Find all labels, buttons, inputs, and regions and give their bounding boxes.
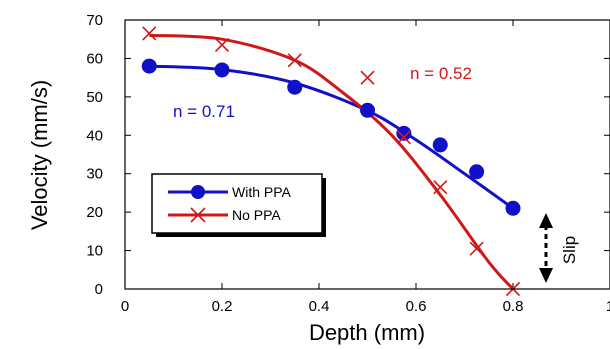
- data-point-no-ppa: [469, 241, 484, 256]
- data-point-no-ppa: [396, 130, 411, 145]
- x-tick-label: 0.6: [406, 298, 427, 315]
- data-point-with-ppa: [505, 200, 521, 216]
- x-tick-label: 0.4: [309, 298, 330, 315]
- y-tick-label: 10: [86, 243, 103, 260]
- data-point-with-ppa: [432, 137, 448, 153]
- y-axis-title: Velocity (mm/s): [27, 80, 52, 230]
- y-tick-label: 60: [86, 50, 103, 67]
- y-tick-label: 70: [86, 12, 103, 29]
- annotation-n-052: n = 0.52: [410, 64, 472, 83]
- data-point-with-ppa: [141, 58, 157, 74]
- slip-arrow-head-up: [539, 213, 553, 228]
- data-point-no-ppa: [433, 180, 448, 195]
- x-axis-title: Depth (mm): [309, 320, 425, 345]
- annotation-n-071: n = 0.71: [173, 102, 235, 121]
- legend-marker-no-ppa: [190, 207, 206, 223]
- data-point-with-ppa: [360, 102, 375, 118]
- ticks-layer: 00.20.40.60.81010203040506070: [86, 12, 610, 315]
- legend-marker-with-ppa: [191, 185, 205, 199]
- x-tick-label: 0.2: [212, 298, 233, 315]
- y-tick-label: 50: [86, 89, 103, 106]
- plot-frame: [124, 19, 610, 290]
- legend-box: [151, 173, 323, 234]
- slip-arrow-head-down: [539, 268, 553, 283]
- y-tick-label: 20: [86, 204, 103, 221]
- slip-arrow: [539, 213, 553, 283]
- legend: With PPA No PPA: [151, 173, 326, 237]
- data-point-no-ppa: [214, 37, 230, 53]
- y-tick-label: 40: [86, 127, 103, 144]
- data-point-no-ppa: [360, 70, 375, 85]
- data-point-no-ppa: [142, 26, 157, 41]
- data-point-with-ppa: [214, 62, 230, 78]
- y-tick-label: 30: [86, 166, 103, 183]
- x-tick-label: 1: [606, 298, 610, 315]
- y-tick-label: 0: [95, 281, 103, 298]
- x-tick-label: 0.8: [503, 298, 524, 315]
- points-layer: [141, 26, 521, 297]
- slip-label: Slip: [560, 236, 579, 264]
- data-point-with-ppa: [287, 79, 303, 95]
- legend-label-no-ppa: No PPA: [232, 207, 281, 223]
- data-point-with-ppa: [396, 125, 412, 141]
- data-point-no-ppa: [287, 53, 302, 68]
- legend-label-with-ppa: With PPA: [232, 184, 292, 200]
- x-tick-label: 0: [121, 298, 129, 315]
- data-point-with-ppa: [469, 164, 485, 180]
